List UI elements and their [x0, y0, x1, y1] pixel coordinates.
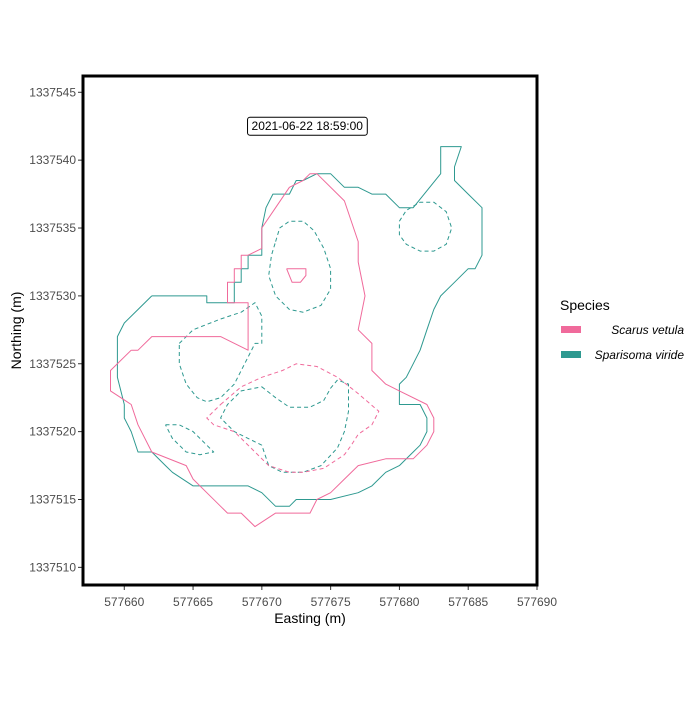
x-tick-label: 577685 [448, 595, 488, 609]
x-tick-label: 577670 [242, 595, 282, 609]
x-tick-label: 577680 [379, 595, 419, 609]
contour-scarus-vetula-inner-2 [206, 363, 380, 473]
contour-sparisoma-viride-inner-5 [165, 424, 215, 456]
contour-scarus-vetula-outer-0 [110, 173, 435, 528]
x-tick-label: 577675 [311, 595, 351, 609]
y-tick-label: 1337540 [29, 153, 76, 167]
y-tick-label: 1337515 [29, 492, 76, 506]
timestamp-label-box [247, 116, 368, 136]
y-tick-label: 1337530 [29, 289, 76, 303]
x-axis: 577660 577665 577670 577675 577680 577685 5776… [104, 586, 557, 609]
y-tick-label: 1337520 [29, 425, 76, 439]
y-tick-label: 1337535 [29, 221, 76, 235]
x-tick-label: 577660 [104, 595, 144, 609]
contour-layer [110, 146, 483, 528]
legend-title: Species [560, 297, 610, 313]
legend-swatch-sparisoma-viride [561, 351, 581, 358]
y-tick-label: 1337545 [29, 85, 76, 99]
contour-scarus-vetula-inner-1 [286, 268, 307, 283]
timestamp-label-group: 2021-06-22 18:59:00 [247, 116, 368, 136]
legend-entries: Scarus vetula Sparisoma viride [561, 323, 684, 362]
y-tick-label: 1337510 [29, 560, 76, 574]
legend-label-sparisoma-viride: Sparisoma viride [595, 348, 685, 362]
contour-sparisoma-viride-inner-4 [220, 379, 349, 473]
x-tick-label: 577665 [173, 595, 213, 609]
y-tick-label: 1337525 [29, 357, 76, 371]
legend: Species Scarus vetula Sparisoma viride [560, 297, 684, 362]
legend-swatch-scarus-vetula [561, 326, 581, 333]
y-axis-title: Northing (m) [8, 292, 24, 370]
panel-border [81, 74, 539, 587]
contour-sparisoma-viride-inner-1 [268, 220, 332, 313]
contour-sparisoma-viride-inner-3 [178, 302, 263, 403]
y-axis: 1337510 1337515 1337520 1337525 1337530 13375… [29, 85, 82, 574]
timestamp-label: 2021-06-22 18:59:00 [252, 119, 364, 133]
x-tick-label: 577690 [517, 595, 557, 609]
contour-sparisoma-viride-outer-0 [116, 146, 483, 507]
x-axis-title: Easting (m) [274, 610, 346, 626]
legend-label-scarus-vetula: Scarus vetula [611, 323, 684, 337]
